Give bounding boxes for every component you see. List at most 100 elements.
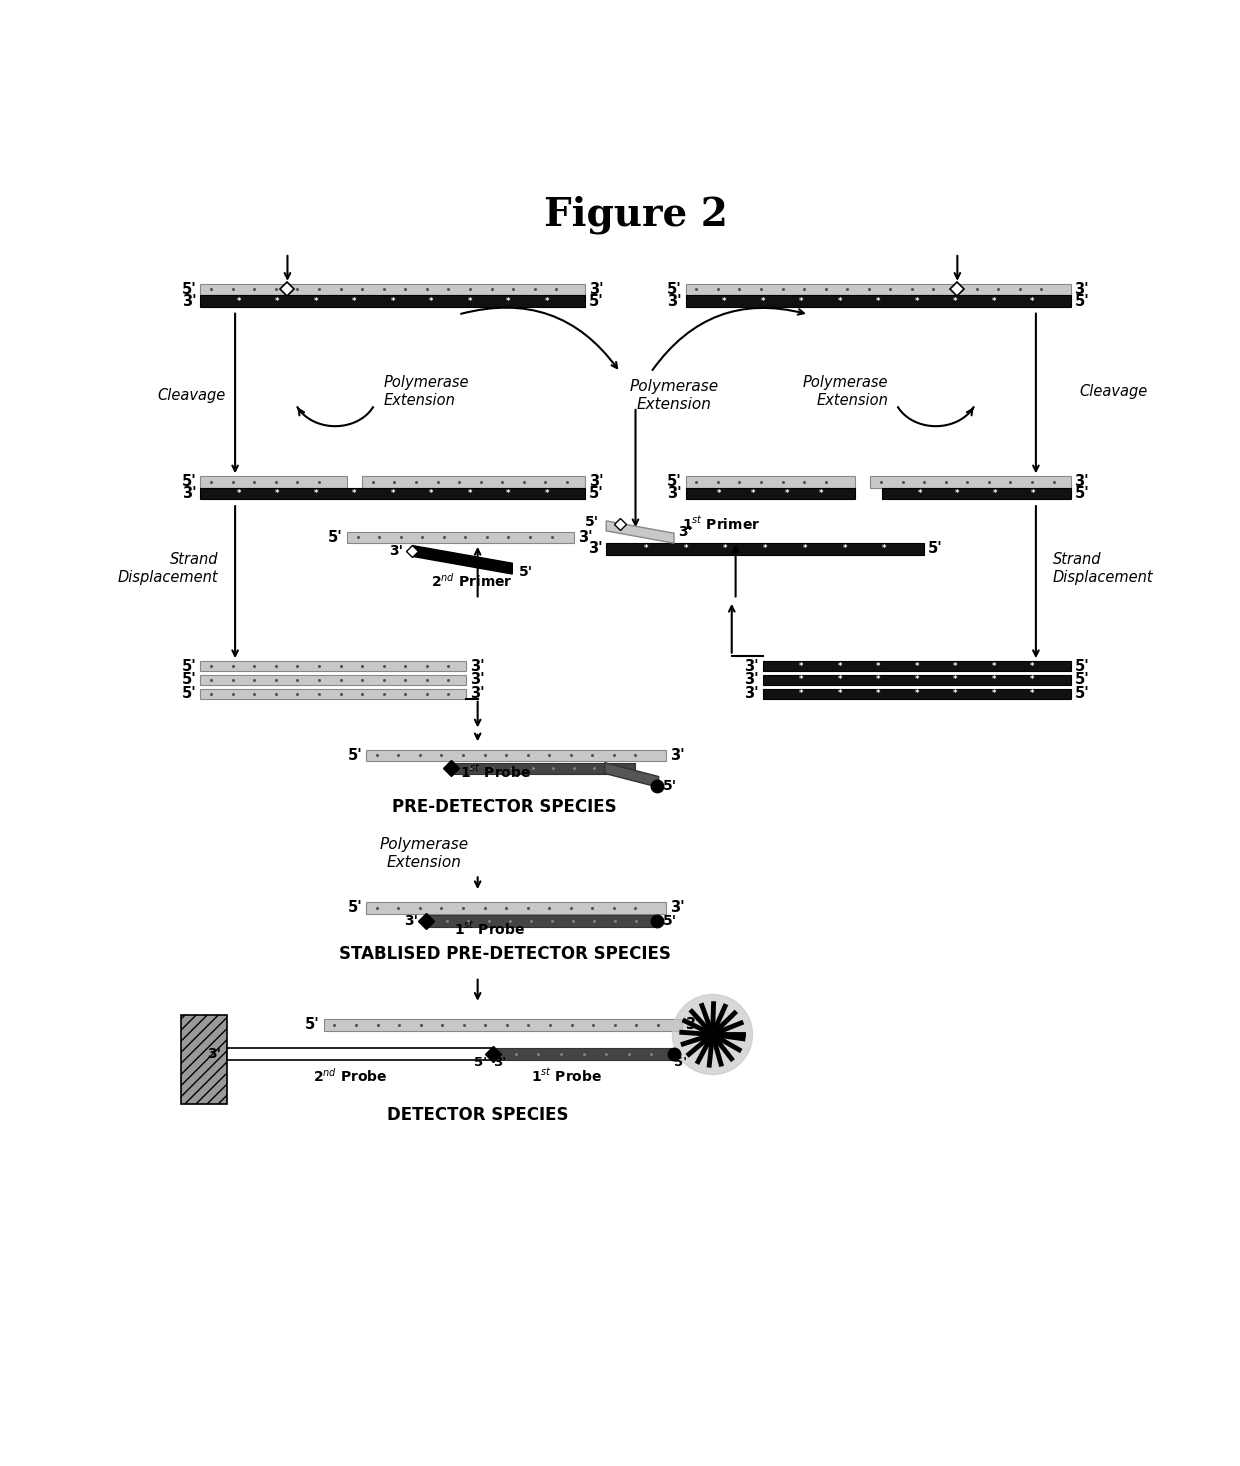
Text: *: * bbox=[837, 296, 842, 305]
Text: 1$^{st}$ Probe: 1$^{st}$ Probe bbox=[454, 921, 525, 938]
FancyBboxPatch shape bbox=[201, 284, 585, 295]
Text: *: * bbox=[1030, 490, 1035, 498]
Text: *: * bbox=[467, 490, 472, 498]
Text: 3': 3' bbox=[182, 487, 197, 501]
Text: 3': 3' bbox=[182, 293, 197, 308]
Text: *: * bbox=[352, 296, 357, 305]
Text: Strand
Displacement: Strand Displacement bbox=[1053, 553, 1153, 585]
Text: *: * bbox=[875, 296, 880, 305]
Text: Figure 2: Figure 2 bbox=[543, 195, 728, 233]
Text: 3': 3' bbox=[470, 686, 485, 701]
Text: 5': 5' bbox=[1074, 658, 1089, 673]
Text: 5': 5' bbox=[347, 748, 362, 762]
Text: 5': 5' bbox=[182, 673, 197, 688]
Text: *: * bbox=[683, 544, 688, 554]
Text: 3': 3' bbox=[1074, 281, 1089, 298]
Text: *: * bbox=[842, 544, 847, 554]
Text: Cleavage: Cleavage bbox=[1080, 384, 1148, 399]
FancyBboxPatch shape bbox=[201, 689, 466, 699]
Text: *: * bbox=[837, 676, 842, 685]
Text: *: * bbox=[1029, 689, 1034, 698]
Text: Polymerase
Extension: Polymerase Extension bbox=[379, 837, 469, 869]
Text: *: * bbox=[722, 296, 727, 305]
Text: *: * bbox=[875, 689, 880, 698]
Text: *: * bbox=[544, 296, 549, 305]
Circle shape bbox=[702, 1023, 723, 1045]
Text: 3': 3' bbox=[744, 658, 759, 673]
Text: *: * bbox=[799, 661, 804, 670]
Text: *: * bbox=[799, 676, 804, 685]
Text: 5': 5' bbox=[1074, 686, 1089, 701]
Text: *: * bbox=[875, 661, 880, 670]
Text: 5': 5' bbox=[675, 1057, 687, 1070]
FancyBboxPatch shape bbox=[201, 661, 466, 671]
FancyBboxPatch shape bbox=[870, 476, 1070, 488]
Text: 3': 3' bbox=[678, 525, 693, 539]
FancyBboxPatch shape bbox=[882, 488, 1070, 500]
Text: *: * bbox=[275, 490, 280, 498]
Text: 5': 5' bbox=[663, 913, 677, 928]
Text: *: * bbox=[760, 296, 765, 305]
Text: *: * bbox=[1029, 676, 1034, 685]
Text: *: * bbox=[952, 676, 957, 685]
Text: 3': 3' bbox=[404, 913, 418, 928]
Text: *: * bbox=[875, 676, 880, 685]
FancyBboxPatch shape bbox=[201, 674, 466, 685]
Text: *: * bbox=[723, 544, 728, 554]
Text: STABLISED PRE-DETECTOR SPECIES: STABLISED PRE-DETECTOR SPECIES bbox=[339, 944, 671, 963]
Text: *: * bbox=[802, 544, 807, 554]
Text: 2$^{nd}$ Primer: 2$^{nd}$ Primer bbox=[432, 572, 513, 589]
Text: 3': 3' bbox=[1074, 475, 1089, 490]
FancyBboxPatch shape bbox=[201, 295, 585, 306]
Text: *: * bbox=[1029, 661, 1034, 670]
Text: 1$^{st}$ Probe: 1$^{st}$ Probe bbox=[460, 764, 531, 781]
Text: *: * bbox=[644, 544, 649, 554]
Text: *: * bbox=[314, 296, 319, 305]
Text: *: * bbox=[955, 490, 960, 498]
Text: *: * bbox=[352, 490, 357, 498]
Text: *: * bbox=[506, 296, 511, 305]
Text: 3': 3' bbox=[670, 900, 684, 915]
Text: *: * bbox=[799, 689, 804, 698]
Text: *: * bbox=[914, 661, 919, 670]
Text: 3': 3' bbox=[207, 1047, 221, 1061]
Text: *: * bbox=[882, 544, 887, 554]
Text: 3': 3' bbox=[667, 293, 682, 308]
Text: 5': 5' bbox=[589, 293, 604, 308]
FancyBboxPatch shape bbox=[227, 1048, 494, 1060]
Text: Cleavage: Cleavage bbox=[157, 388, 226, 403]
FancyBboxPatch shape bbox=[686, 476, 854, 488]
Text: 5': 5' bbox=[667, 281, 682, 298]
Polygon shape bbox=[605, 762, 658, 787]
Text: *: * bbox=[818, 490, 823, 498]
Text: 3': 3' bbox=[744, 673, 759, 688]
Text: *: * bbox=[237, 490, 242, 498]
Text: 5': 5' bbox=[1074, 487, 1089, 501]
Text: 2$^{nd}$ Probe: 2$^{nd}$ Probe bbox=[314, 1066, 388, 1085]
Text: 5': 5' bbox=[667, 475, 682, 490]
Text: 5': 5' bbox=[584, 516, 599, 529]
Text: *: * bbox=[785, 490, 790, 498]
Text: *: * bbox=[314, 490, 319, 498]
Text: 5': 5' bbox=[182, 475, 197, 490]
Text: 3': 3' bbox=[589, 475, 604, 490]
Text: 3': 3' bbox=[494, 1057, 506, 1070]
Text: *: * bbox=[991, 676, 996, 685]
Text: *: * bbox=[952, 661, 957, 670]
Text: *: * bbox=[991, 296, 996, 305]
Text: 3': 3' bbox=[686, 1017, 701, 1032]
Text: *: * bbox=[799, 296, 804, 305]
Text: *: * bbox=[991, 661, 996, 670]
Text: 5': 5' bbox=[1074, 673, 1089, 688]
FancyBboxPatch shape bbox=[763, 689, 1070, 699]
Text: 3': 3' bbox=[667, 487, 682, 501]
FancyBboxPatch shape bbox=[427, 915, 657, 927]
FancyBboxPatch shape bbox=[201, 476, 347, 488]
Text: 5': 5' bbox=[474, 1057, 487, 1070]
Text: Polymerase
Extension: Polymerase Extension bbox=[383, 375, 469, 408]
Text: *: * bbox=[914, 689, 919, 698]
Text: 3': 3' bbox=[578, 529, 593, 545]
Text: 5': 5' bbox=[305, 1017, 320, 1032]
Text: *: * bbox=[429, 296, 434, 305]
Text: Strand
Displacement: Strand Displacement bbox=[118, 553, 218, 585]
